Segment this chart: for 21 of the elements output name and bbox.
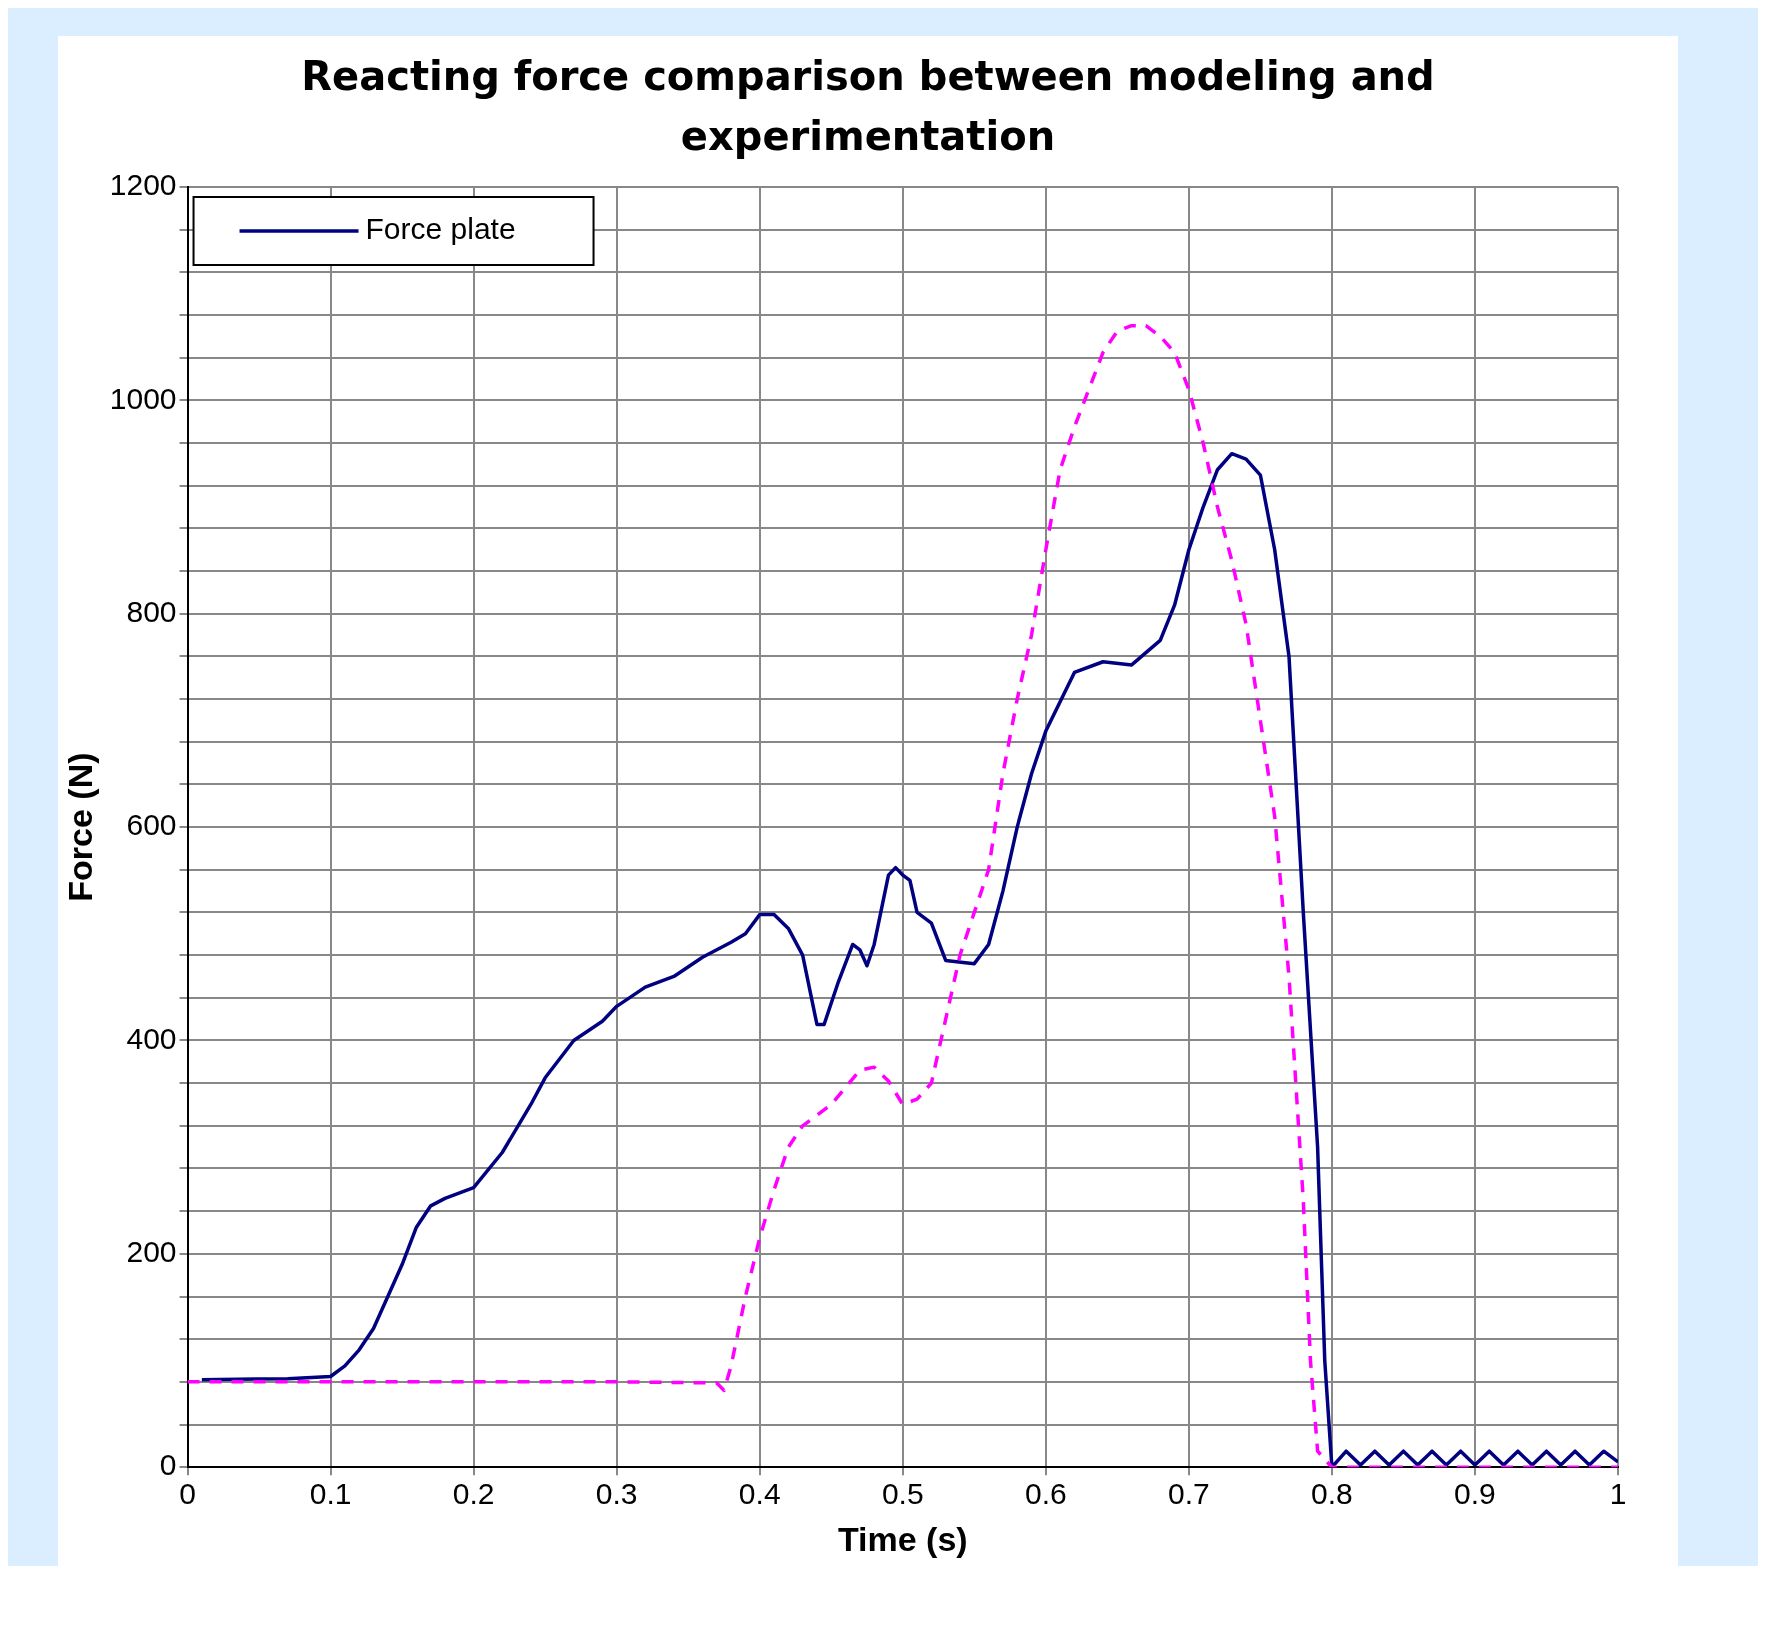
legend-label: Force plate bbox=[365, 212, 516, 246]
x-tick-label: 0.7 bbox=[1168, 1477, 1210, 1511]
x-tick-label: 0.2 bbox=[452, 1477, 495, 1511]
x-axis-title: Time (s) bbox=[837, 1519, 968, 1558]
x-tick-label: 0.1 bbox=[309, 1477, 352, 1511]
x-tick-label: 0.6 bbox=[1024, 1477, 1067, 1511]
x-tick-label: 1 bbox=[1609, 1477, 1627, 1511]
y-tick-label: 400 bbox=[126, 1021, 177, 1055]
y-tick-label: 1200 bbox=[109, 168, 177, 202]
x-tick-label: 0.9 bbox=[1454, 1477, 1496, 1511]
y-tick-label: 200 bbox=[126, 1235, 177, 1269]
y-tick-label: 1000 bbox=[109, 381, 177, 415]
y-tick-label: 0 bbox=[159, 1448, 177, 1482]
y-tick-label: 800 bbox=[126, 595, 177, 628]
y-tick-label: 600 bbox=[126, 808, 177, 842]
x-tick-label: 0.4 bbox=[738, 1477, 781, 1511]
y-axis-title: Force (N) bbox=[60, 752, 99, 902]
x-tick-label: 0.5 bbox=[881, 1477, 924, 1511]
x-tick-label: 0.8 bbox=[1311, 1477, 1353, 1511]
chart-title: Reacting force comparison between modeling and experimentation bbox=[300, 52, 1436, 161]
x-tick-label: 0.3 bbox=[595, 1477, 638, 1511]
